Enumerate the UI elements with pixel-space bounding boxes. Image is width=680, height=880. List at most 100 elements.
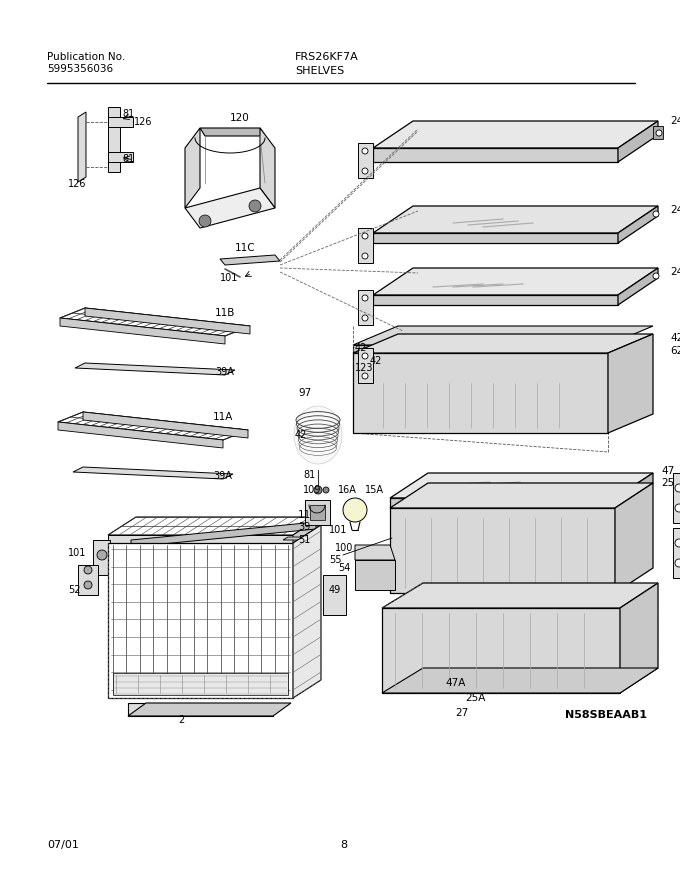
Polygon shape [615,473,653,508]
Polygon shape [108,517,321,535]
Text: 47A: 47A [445,678,465,688]
Text: 11A: 11A [213,412,233,422]
Text: 101: 101 [329,525,347,535]
Polygon shape [85,308,250,334]
Text: Publication No.: Publication No. [47,52,125,62]
Polygon shape [615,483,653,593]
Polygon shape [353,334,653,353]
Polygon shape [353,345,608,353]
Circle shape [362,315,368,321]
Polygon shape [673,528,680,578]
Polygon shape [382,608,620,693]
Text: 54: 54 [338,563,350,573]
Text: 2: 2 [178,715,184,725]
Polygon shape [108,152,133,162]
Polygon shape [128,703,273,716]
Polygon shape [373,206,658,233]
Text: 126: 126 [68,179,86,189]
Circle shape [656,130,662,136]
Polygon shape [358,290,373,325]
Polygon shape [390,498,615,508]
Text: 25: 25 [661,478,675,488]
Polygon shape [113,673,288,695]
Polygon shape [108,117,133,127]
Circle shape [362,253,368,259]
Text: 123: 123 [355,363,373,373]
Polygon shape [353,326,653,345]
Text: 47: 47 [661,466,675,476]
Polygon shape [618,268,658,305]
Polygon shape [653,126,663,139]
Circle shape [84,581,92,589]
Circle shape [362,373,368,379]
Polygon shape [358,228,373,263]
Circle shape [675,539,680,547]
Polygon shape [58,422,223,448]
Polygon shape [373,268,658,295]
Text: 39A: 39A [213,471,232,481]
Polygon shape [128,703,291,716]
Polygon shape [185,128,200,208]
Polygon shape [108,107,120,172]
Text: 39A: 39A [215,367,234,377]
Polygon shape [382,583,658,608]
Polygon shape [293,517,321,543]
Circle shape [323,487,329,493]
Text: 42: 42 [370,356,382,366]
Polygon shape [309,505,325,513]
Circle shape [249,200,261,212]
Polygon shape [185,188,275,228]
Polygon shape [358,348,373,383]
Polygon shape [620,583,658,693]
Text: 11B: 11B [215,308,235,318]
Polygon shape [60,318,225,344]
Text: 52: 52 [68,585,80,595]
Text: 49: 49 [329,585,341,595]
Circle shape [362,233,368,239]
Polygon shape [373,295,618,305]
Polygon shape [310,505,325,520]
Text: SHELVES: SHELVES [295,66,344,76]
Text: 39: 39 [298,522,310,532]
Polygon shape [60,308,250,336]
Polygon shape [355,545,395,560]
Circle shape [314,486,322,494]
Text: 97: 97 [298,388,311,398]
Circle shape [653,211,659,217]
Circle shape [675,559,680,567]
Polygon shape [358,143,373,178]
Polygon shape [78,112,86,182]
Circle shape [97,550,107,560]
Polygon shape [373,121,658,148]
Text: 42: 42 [670,333,680,343]
Polygon shape [293,525,321,698]
Polygon shape [305,500,330,525]
Polygon shape [618,121,658,162]
Circle shape [84,566,92,574]
Polygon shape [93,540,110,575]
Polygon shape [382,668,658,693]
Text: 16A: 16A [338,485,357,495]
Polygon shape [108,543,293,698]
Text: 55: 55 [329,555,341,565]
Text: 81: 81 [122,109,134,119]
Text: 42: 42 [355,343,367,353]
Polygon shape [108,535,293,543]
Text: 11C: 11C [235,243,256,253]
Text: 24C: 24C [670,116,680,126]
Polygon shape [618,206,658,243]
Polygon shape [58,412,248,440]
Text: 5995356036: 5995356036 [47,64,113,74]
Circle shape [362,148,368,154]
Text: 27: 27 [455,708,469,718]
Text: 120: 120 [230,113,250,123]
Text: 42: 42 [295,430,307,440]
Text: 81: 81 [122,154,134,164]
Polygon shape [131,522,316,547]
Text: 51: 51 [298,535,310,545]
Text: 101: 101 [68,548,86,558]
Text: N58SBEAAB1: N58SBEAAB1 [565,710,647,720]
Polygon shape [373,233,618,243]
Polygon shape [673,473,680,523]
Text: 100: 100 [335,543,354,553]
